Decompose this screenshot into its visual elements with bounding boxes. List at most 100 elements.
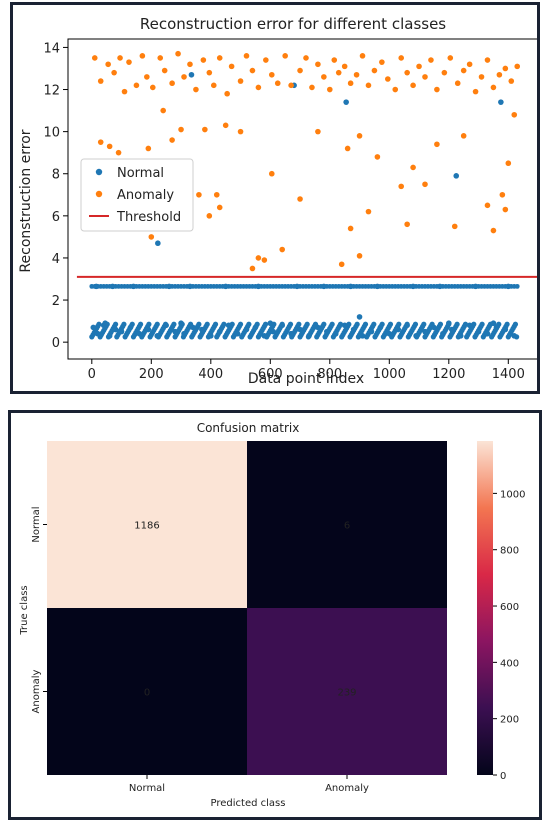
anomaly-point xyxy=(228,63,235,70)
normal-point xyxy=(386,330,393,337)
normal-band-point xyxy=(437,321,444,327)
anomaly-point xyxy=(144,74,150,80)
anomaly-point xyxy=(385,76,391,82)
normal-point xyxy=(166,283,172,290)
heatmap-cell xyxy=(247,441,447,608)
normal-point xyxy=(94,330,101,337)
anomaly-point xyxy=(356,253,363,259)
normal-point xyxy=(484,330,491,337)
normal-point xyxy=(267,320,274,327)
normal-point xyxy=(359,333,366,339)
anomaly-point xyxy=(178,126,184,133)
anomaly-point xyxy=(117,55,123,61)
normal-point xyxy=(118,328,125,335)
anomaly-point xyxy=(274,80,281,87)
normal-point xyxy=(493,324,500,331)
anomaly-point xyxy=(321,74,327,80)
colorbar-tick-label: 200 xyxy=(500,715,519,726)
y-tick-label: 4 xyxy=(52,252,60,267)
anomaly-point xyxy=(105,61,111,68)
anomaly-point xyxy=(356,133,363,139)
normal-point xyxy=(324,328,330,335)
anomaly-point xyxy=(187,61,193,68)
normal-point xyxy=(112,326,119,333)
normal-point xyxy=(109,283,116,290)
normal-point xyxy=(448,326,455,333)
normal-band-point xyxy=(296,321,302,327)
normal-band-point xyxy=(412,321,419,327)
confusion-panel: Confusion matrix 1186 6 0 239 Normal Anomaly… xyxy=(8,410,542,820)
normal-point xyxy=(93,283,100,290)
heatmap-x-label: Predicted class xyxy=(211,798,286,809)
normal-band-point xyxy=(462,321,469,327)
anomaly-point xyxy=(472,88,479,95)
colorbar-tick-label: 800 xyxy=(500,546,519,557)
normal-point xyxy=(453,173,460,179)
normal-point xyxy=(222,283,229,290)
anomaly-point xyxy=(249,67,256,74)
legend-marker-anomaly xyxy=(95,190,103,198)
heatmap-y-category: Normal xyxy=(31,506,42,542)
anomaly-point xyxy=(97,78,104,84)
normal-point xyxy=(498,99,504,105)
anomaly-point xyxy=(353,71,360,78)
legend-box xyxy=(80,158,194,232)
anomaly-point xyxy=(502,206,509,213)
anomaly-point xyxy=(428,57,434,63)
normal-point xyxy=(216,328,223,335)
heatmap-y-label: True class xyxy=(19,585,30,635)
anomaly-point xyxy=(365,82,372,89)
anomaly-point xyxy=(216,204,223,211)
anomaly-point xyxy=(502,65,509,72)
normal-band-point xyxy=(504,321,510,327)
anomaly-point xyxy=(505,160,512,167)
normal-band-point xyxy=(171,321,177,327)
normal-band-point xyxy=(262,321,269,327)
anomaly-point xyxy=(216,55,223,61)
anomaly-point xyxy=(379,59,385,65)
normal-band-point xyxy=(337,321,344,327)
anomaly-point xyxy=(111,69,117,76)
normal-band-point xyxy=(246,321,252,327)
normal-band-point xyxy=(329,321,335,327)
anomaly-point xyxy=(347,80,354,87)
anomaly-point xyxy=(133,82,140,89)
anomaly-point xyxy=(297,196,303,202)
normal-point xyxy=(457,333,464,339)
anomaly-point xyxy=(451,223,458,230)
anomaly-point xyxy=(181,74,187,80)
anomaly-point xyxy=(193,86,199,93)
normal-point xyxy=(279,322,286,329)
normal-point xyxy=(234,330,241,337)
normal-band-point xyxy=(304,321,310,327)
scatter-panel: Reconstruction error for different class… xyxy=(10,2,540,394)
normal-band-point xyxy=(321,321,327,327)
legend-label-anomaly: Anomaly xyxy=(117,188,174,203)
legend-label-normal: Normal xyxy=(117,166,164,181)
anomaly-point xyxy=(484,57,491,63)
normal-point xyxy=(374,283,381,290)
y-axis-label: Reconstruction error xyxy=(18,129,34,272)
heatmap-y-category: Anomaly xyxy=(31,669,42,713)
anomaly-point xyxy=(374,154,381,160)
heatmap-cell xyxy=(47,441,247,608)
anomaly-point xyxy=(511,111,518,118)
anomaly-point xyxy=(97,139,104,145)
x-tick-label: 1400 xyxy=(492,367,525,382)
x-tick-label: 600 xyxy=(258,367,283,382)
heatmap-title: Confusion matrix xyxy=(197,421,300,435)
normal-band-point xyxy=(221,321,227,327)
anomaly-point xyxy=(200,57,207,63)
normal-point xyxy=(188,71,195,78)
normal-point xyxy=(431,324,437,331)
anomaly-point xyxy=(206,213,213,219)
x-tick-label: 800 xyxy=(317,367,342,382)
anomaly-point xyxy=(434,141,440,148)
anomaly-point xyxy=(91,55,98,61)
anomaly-point xyxy=(169,137,175,143)
normal-point xyxy=(288,330,294,337)
anomaly-point xyxy=(202,126,208,133)
anomaly-point xyxy=(121,88,128,95)
anomaly-point xyxy=(279,246,286,253)
normal-point xyxy=(440,330,446,337)
